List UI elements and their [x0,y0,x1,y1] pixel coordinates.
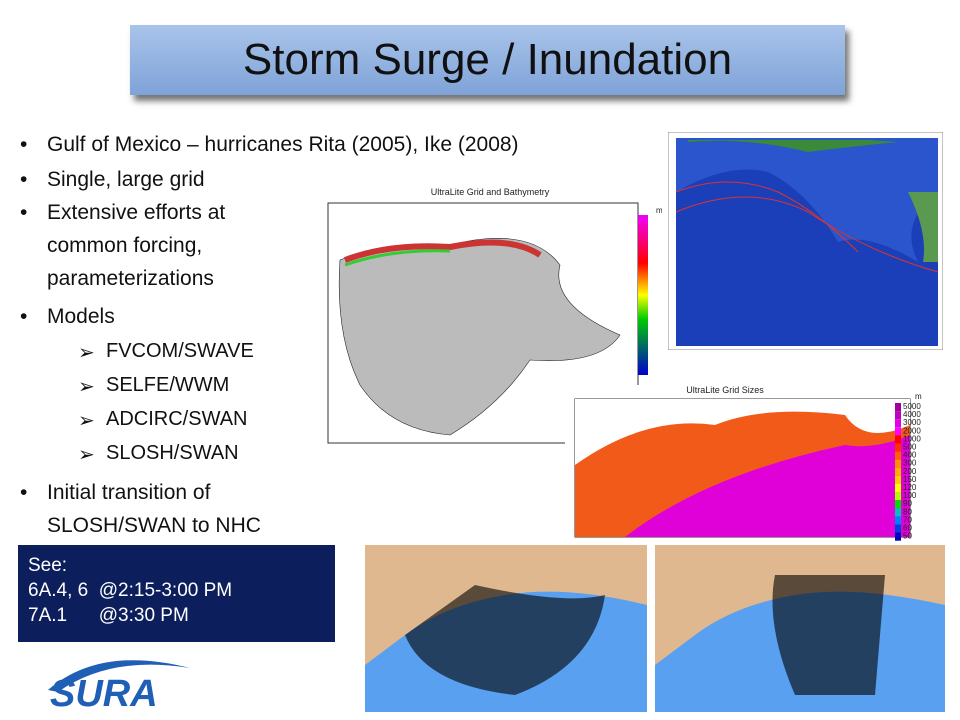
logo-text: SURA [50,673,158,715]
slide-title: Storm Surge / Inundation [130,25,845,95]
unit: m [915,392,922,401]
scale-label: 50 [903,532,912,541]
scale-label: 1000 [903,434,921,443]
bullet: Gulf of Mexico – hurricanes Rita (2005),… [20,128,667,161]
grid-sizes-map: UltraLite Grid Sizes m 50004000300020001… [565,385,925,547]
see-line: 6A.4, 6 @2:15-3:00 PM [28,580,233,601]
bullet: Initial transition of SLOSH/SWAN to NHC [20,476,307,542]
sub-bullet: SLOSH/SWAN [78,442,239,467]
scale-swatch [895,419,901,428]
scale-swatch [895,403,901,412]
scale-swatch [895,443,901,452]
unit: m [656,206,662,215]
sub-bullet: ADCIRC/SWAN [78,408,248,433]
sub-bullet: SELFE/WWM [78,374,229,399]
scale-label: 2000 [903,426,921,435]
scale-label: 80 [903,507,912,516]
scale-swatch [895,435,901,444]
hurricane-track-map [668,132,943,350]
scale-swatch [895,451,901,460]
surge-map [365,545,647,712]
bullet: Models [20,300,292,333]
scale-label: 3000 [903,418,921,427]
bullet: Single, large grid [20,163,297,196]
scale-label: 60 [903,524,912,533]
scale-swatch [895,516,901,525]
scale-swatch [895,492,901,501]
scale-label: 100 [903,491,917,500]
scale-swatch [895,459,901,468]
scale-label: 70 [903,515,912,524]
surge-map [655,545,945,712]
sub-bullet: FVCOM/SWAVE [78,340,254,365]
scale-swatch [895,532,901,541]
scale-swatch [895,411,901,420]
figure-title: UltraLite Grid Sizes [686,385,764,395]
scale-swatch [895,484,901,493]
bullet: Extensive efforts at common forcing, par… [20,196,292,295]
scale-label: 120 [903,483,917,492]
logo: SURA [48,660,190,715]
scale-label: 150 [903,475,917,484]
scale-swatch [895,524,901,533]
scale-label: 90 [903,499,912,508]
scale-label: 500 [903,443,917,452]
scale-label: 5000 [903,402,921,411]
scale-swatch [895,467,901,476]
see-line: 7A.1 @3:30 PM [28,605,189,626]
scale-label: 4000 [903,410,921,419]
scale-swatch [895,500,901,509]
scale-swatch [895,427,901,436]
scale-label: 400 [903,451,917,460]
scale-swatch [895,508,901,517]
scale-label: 200 [903,467,917,476]
scale-swatch [895,475,901,484]
see-line: See: [28,555,68,576]
figure-title: UltraLite Grid and Bathymetry [431,187,550,197]
scale-label: 300 [903,459,917,468]
see-box: See: 6A.4, 6 @2:15-3:00 PM 7A.1 @3:30 PM [18,545,335,642]
